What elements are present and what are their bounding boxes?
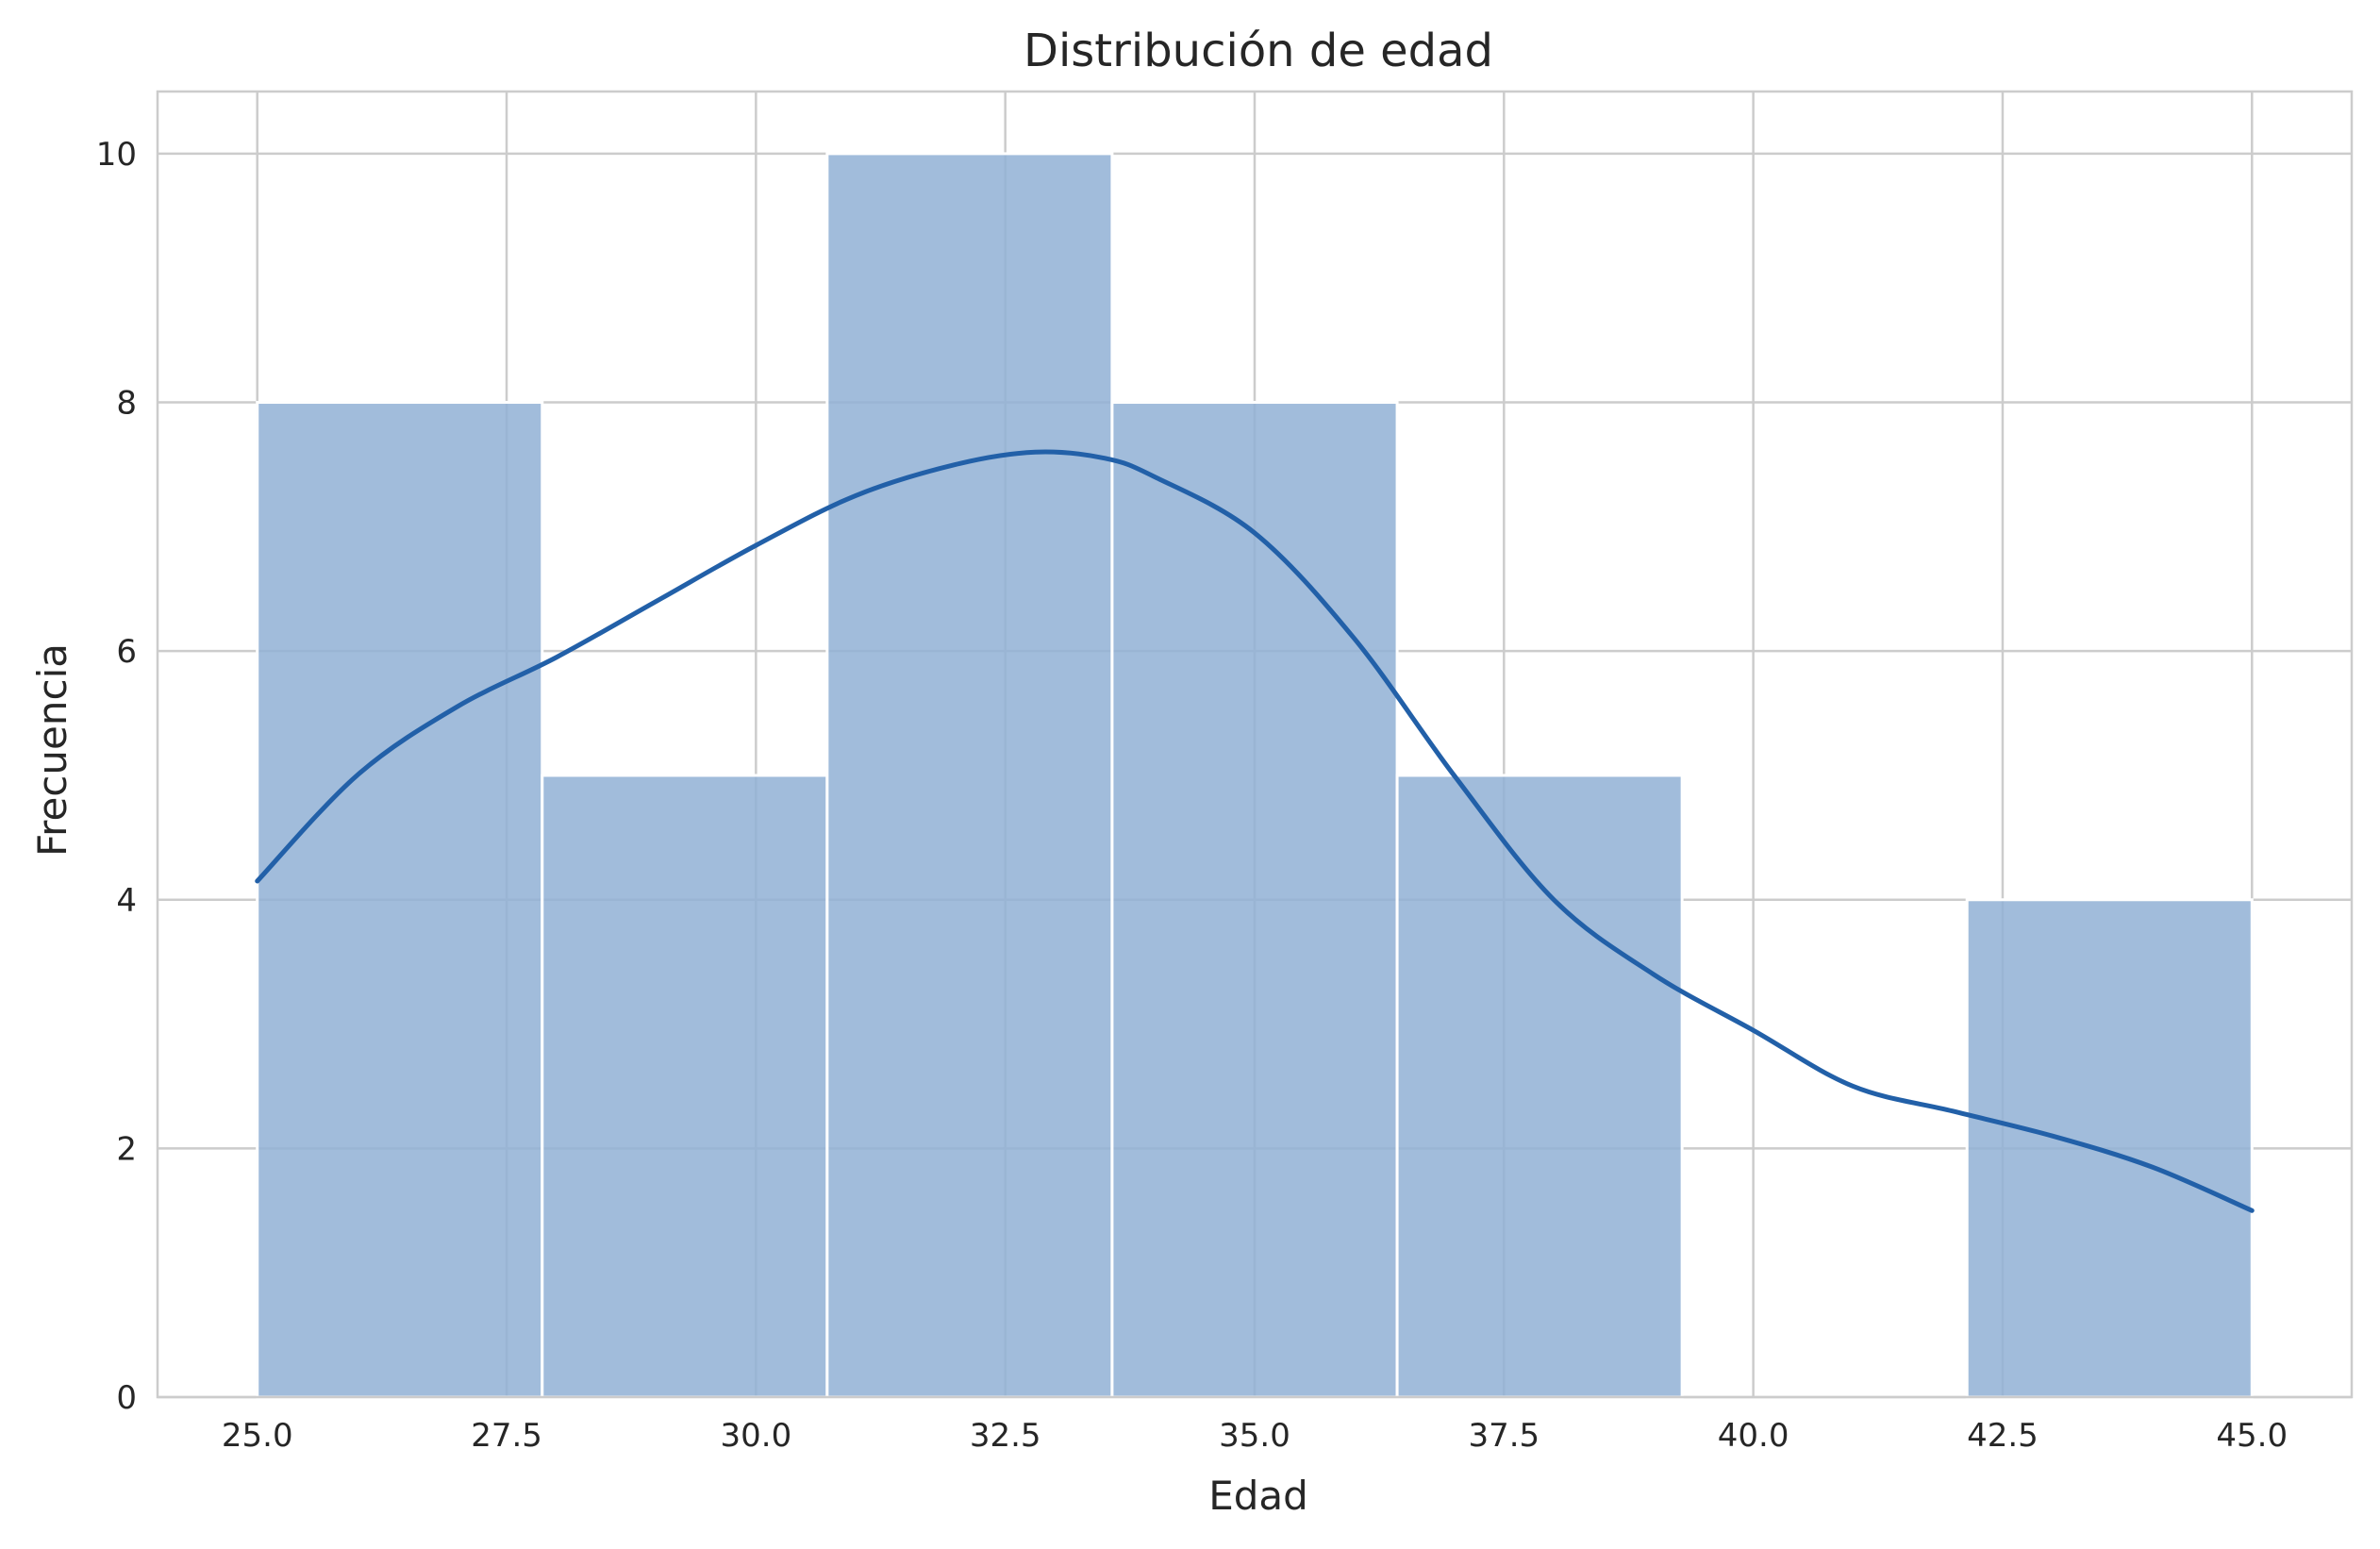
x-tick-label: 25.0 <box>222 1417 293 1455</box>
y-tick-label: 0 <box>116 1379 137 1417</box>
histogram-bar <box>256 401 544 1399</box>
y-axis-ticks: 0 2 4 6 8 10 <box>96 136 137 1417</box>
y-tick-label: 2 <box>116 1130 137 1168</box>
histogram-bar <box>1965 898 2254 1399</box>
x-tick-label: 27.5 <box>471 1417 542 1455</box>
x-axis-ticks: 25.0 27.5 30.0 32.5 35.0 37.5 40.0 42.5 45.0 <box>222 1417 2288 1455</box>
histogram-bar <box>825 152 1114 1399</box>
histogram-bar <box>1395 774 1684 1399</box>
y-axis-title: Frecuencia <box>29 643 75 857</box>
x-axis-title: Edad <box>1208 1473 1308 1519</box>
kde-curve <box>255 449 2255 1213</box>
histogram-bars <box>256 152 2254 1399</box>
x-tick-label: 40.0 <box>1718 1417 1789 1455</box>
x-tick-label: 30.0 <box>721 1417 792 1455</box>
y-tick-label: 8 <box>116 385 137 423</box>
y-tick-label: 4 <box>116 882 137 920</box>
histogram-bar <box>1110 401 1399 1399</box>
chart-title: Distribución de edad <box>1024 25 1493 77</box>
x-tick-label: 45.0 <box>2216 1417 2288 1455</box>
x-tick-label: 37.5 <box>1468 1417 1540 1455</box>
plot-frame <box>156 90 2354 1399</box>
histogram-bar <box>541 774 829 1399</box>
x-tick-label: 35.0 <box>1219 1417 1290 1455</box>
x-tick-label: 32.5 <box>970 1417 1041 1455</box>
y-tick-label: 10 <box>96 136 137 174</box>
y-tick-label: 6 <box>116 633 137 671</box>
x-tick-label: 42.5 <box>1967 1417 2039 1455</box>
